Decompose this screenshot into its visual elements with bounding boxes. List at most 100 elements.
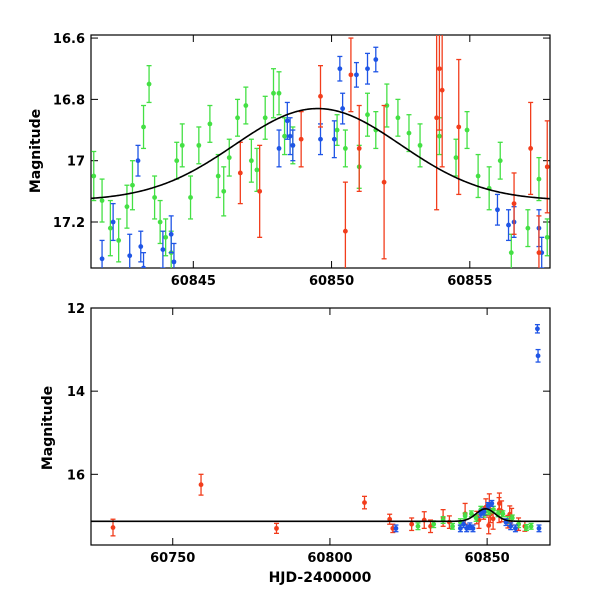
x-tick-label: 60855 [447, 274, 492, 289]
data-point [237, 141, 243, 205]
data-point [544, 120, 550, 214]
data-point [523, 523, 529, 532]
data-point [141, 104, 147, 150]
data-point [528, 522, 534, 530]
data-point [262, 95, 268, 140]
data-point [393, 524, 399, 533]
data-point [421, 511, 427, 530]
data-point [221, 166, 227, 217]
data-point [450, 522, 456, 530]
data-point [129, 160, 135, 211]
data-point [415, 522, 421, 531]
data-point [506, 209, 512, 242]
data-point [381, 104, 387, 260]
bottom-series-blue [393, 323, 542, 533]
data-point [406, 114, 412, 153]
bottom-panel-x-axis-label: HJD-2400000 [269, 570, 372, 586]
data-point [417, 123, 423, 168]
data-point [373, 46, 379, 73]
data-point [215, 153, 221, 199]
data-point [489, 499, 495, 507]
data-point [282, 117, 288, 156]
top-panel-zoom: Magnitude 60845 60850 60855 16.6 16.8 17 17.2 [28, 32, 551, 289]
data-point [439, 35, 445, 168]
data-point [318, 65, 323, 128]
y-tick-label: 17 [67, 155, 85, 170]
top-series-red [237, 35, 550, 268]
bottom-panel-frame [90, 307, 551, 546]
top-panel-frame [90, 34, 551, 269]
data-point [91, 150, 97, 202]
bottom-ticks: 60750 60800 60850 12 14 16 [67, 302, 550, 566]
data-point [107, 199, 113, 257]
data-point [534, 323, 540, 334]
data-point [434, 35, 440, 211]
data-point [464, 110, 470, 150]
y-tick-label: 16.6 [53, 32, 85, 47]
data-point [127, 233, 133, 268]
data-point [273, 522, 279, 535]
x-tick-label: 60800 [307, 551, 352, 566]
top-series-green [91, 65, 550, 268]
data-point [436, 35, 442, 131]
data-point [331, 120, 337, 159]
data-point [138, 230, 144, 263]
data-point [535, 348, 541, 363]
data-point [362, 495, 368, 510]
data-point [276, 129, 282, 168]
bottom-panel-full: Magnitude HJD-2400000 60750 60800 60850 12 1… [40, 302, 551, 586]
data-point [500, 510, 506, 518]
data-point [456, 58, 462, 196]
x-tick-label: 60845 [171, 274, 216, 289]
x-tick-label: 60850 [309, 274, 354, 289]
data-point [494, 193, 500, 226]
data-point [512, 524, 518, 533]
data-point [188, 175, 194, 220]
data-point [409, 517, 415, 532]
bottom-series-red [110, 473, 528, 537]
data-point [511, 172, 517, 235]
data-point [365, 52, 371, 85]
data-point [168, 215, 174, 254]
data-point [395, 98, 401, 137]
data-point [116, 218, 122, 263]
data-point [365, 92, 371, 137]
data-point [342, 181, 348, 268]
data-point [536, 215, 542, 268]
data-point [475, 153, 481, 199]
data-point [152, 175, 158, 220]
data-point [340, 92, 346, 125]
data-point [525, 209, 531, 248]
data-point [248, 138, 254, 183]
bottom-data [91, 323, 550, 537]
data-point [353, 61, 359, 88]
data-point [536, 524, 542, 533]
data-point [387, 513, 393, 525]
data-point [486, 166, 492, 211]
data-point [207, 104, 213, 143]
data-point [485, 501, 491, 510]
data-point [528, 101, 534, 196]
top-panel-y-axis-label: Magnitude [28, 109, 44, 193]
y-tick-label: 16 [67, 468, 85, 483]
data-point [171, 242, 177, 268]
data-point [544, 218, 550, 257]
data-point [497, 141, 503, 180]
data-point [298, 110, 304, 168]
data-point [337, 55, 343, 82]
data-point [257, 144, 263, 238]
data-point [348, 37, 354, 113]
y-tick-label: 16.8 [53, 93, 85, 108]
y-tick-label: 12 [67, 302, 85, 317]
data-point [124, 184, 130, 229]
data-point [508, 233, 514, 268]
data-point [290, 129, 296, 162]
data-point [163, 218, 169, 257]
data-point [318, 123, 323, 156]
data-point [453, 138, 459, 177]
data-point [334, 114, 340, 147]
x-tick-label: 60850 [465, 551, 510, 566]
data-point [342, 129, 348, 168]
data-point [179, 123, 185, 168]
